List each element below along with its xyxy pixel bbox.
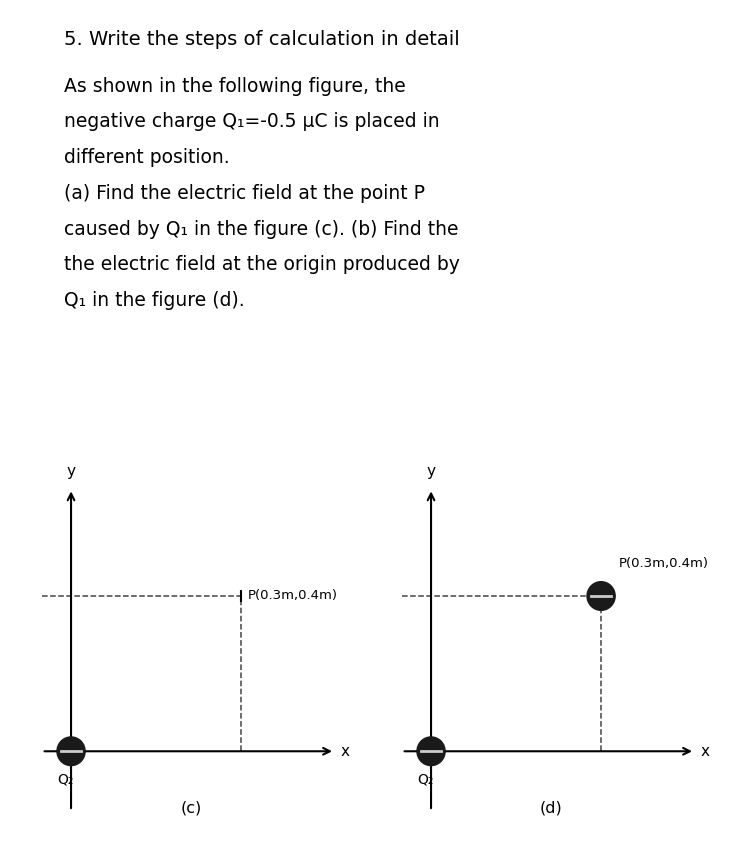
- Text: Q₂: Q₂: [57, 773, 74, 787]
- Ellipse shape: [417, 737, 445, 766]
- Text: negative charge Q₁=-0.5 μC is placed in: negative charge Q₁=-0.5 μC is placed in: [64, 112, 440, 131]
- Text: y: y: [67, 464, 76, 479]
- Text: different position.: different position.: [64, 148, 229, 167]
- Text: (d): (d): [540, 800, 562, 815]
- Text: x: x: [340, 744, 350, 759]
- Text: y: y: [427, 464, 436, 479]
- Text: Q₁ in the figure (d).: Q₁ in the figure (d).: [64, 291, 244, 310]
- Ellipse shape: [57, 737, 85, 766]
- Text: Q₂: Q₂: [417, 773, 434, 787]
- Text: 5. Write the steps of calculation in detail: 5. Write the steps of calculation in det…: [64, 30, 460, 49]
- Text: P(0.3m,0.4m): P(0.3m,0.4m): [619, 557, 709, 569]
- Text: caused by Q₁ in the figure (c). (b) Find the: caused by Q₁ in the figure (c). (b) Find…: [64, 220, 458, 238]
- Text: (c): (c): [181, 800, 202, 815]
- Text: As shown in the following figure, the: As shown in the following figure, the: [64, 77, 406, 95]
- Text: the electric field at the origin produced by: the electric field at the origin produce…: [64, 255, 460, 274]
- Text: x: x: [700, 744, 709, 759]
- Text: (a) Find the electric field at the point P: (a) Find the electric field at the point…: [64, 184, 424, 203]
- Ellipse shape: [587, 582, 615, 610]
- Text: P(0.3m,0.4m): P(0.3m,0.4m): [248, 590, 338, 603]
